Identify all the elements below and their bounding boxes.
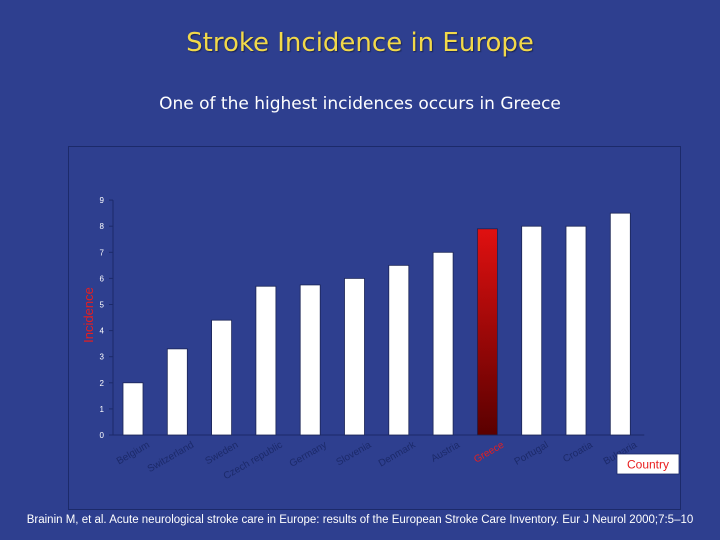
y-tick-label: 3 [100,353,105,362]
bar-germany [299,284,321,436]
y-tick-label: 1 [100,405,105,414]
bar-austria [432,251,454,436]
category-label: Switzerland [146,440,196,475]
bar-sweden [211,319,233,436]
bar-czech-republic [255,285,277,436]
y-tick-label: 0 [100,431,105,440]
category-label: Denmark [377,439,418,469]
citation: Brainin M, et al. Acute neurological str… [26,514,694,526]
y-tick-label: 7 [100,248,105,257]
y-tick-label: 5 [100,301,105,310]
bar-denmark [388,264,410,436]
y-tick-label: 6 [100,274,105,283]
bar-croatia [565,225,587,436]
category-label: Portugal [513,440,551,468]
x-axis-label-box [616,453,680,475]
bar-slovenia [344,277,365,436]
bar-switzerland [166,348,188,436]
y-axis-label: Incidence [81,287,96,343]
y-tick-label: 8 [100,222,105,231]
slide-title: Stroke Incidence in Europe [186,28,534,58]
bar-portugal [521,225,543,436]
bar-greece [476,228,498,436]
category-label: Germany [288,440,329,470]
slide-subtitle: One of the highest incidences occurs in … [159,94,561,114]
bar-bulgaria [609,212,631,436]
chart-frame: 0 1 2 3 4 5 6 7 8 9 Incidence Belgium Switzerland Sw… [68,146,681,510]
y-tick-label: 2 [100,379,105,388]
category-label: Austria [429,439,462,464]
category-label: Belgium [115,440,152,468]
category-label: Sweden [204,440,241,468]
category-label: Slovenia [334,439,373,468]
bar-belgium [122,382,144,436]
y-tick-label: 9 [100,196,105,205]
y-tick-label: 4 [100,327,105,336]
category-label: Greece [472,439,506,465]
category-label: Croatia [561,439,595,465]
x-axis-label: Country [627,458,669,472]
